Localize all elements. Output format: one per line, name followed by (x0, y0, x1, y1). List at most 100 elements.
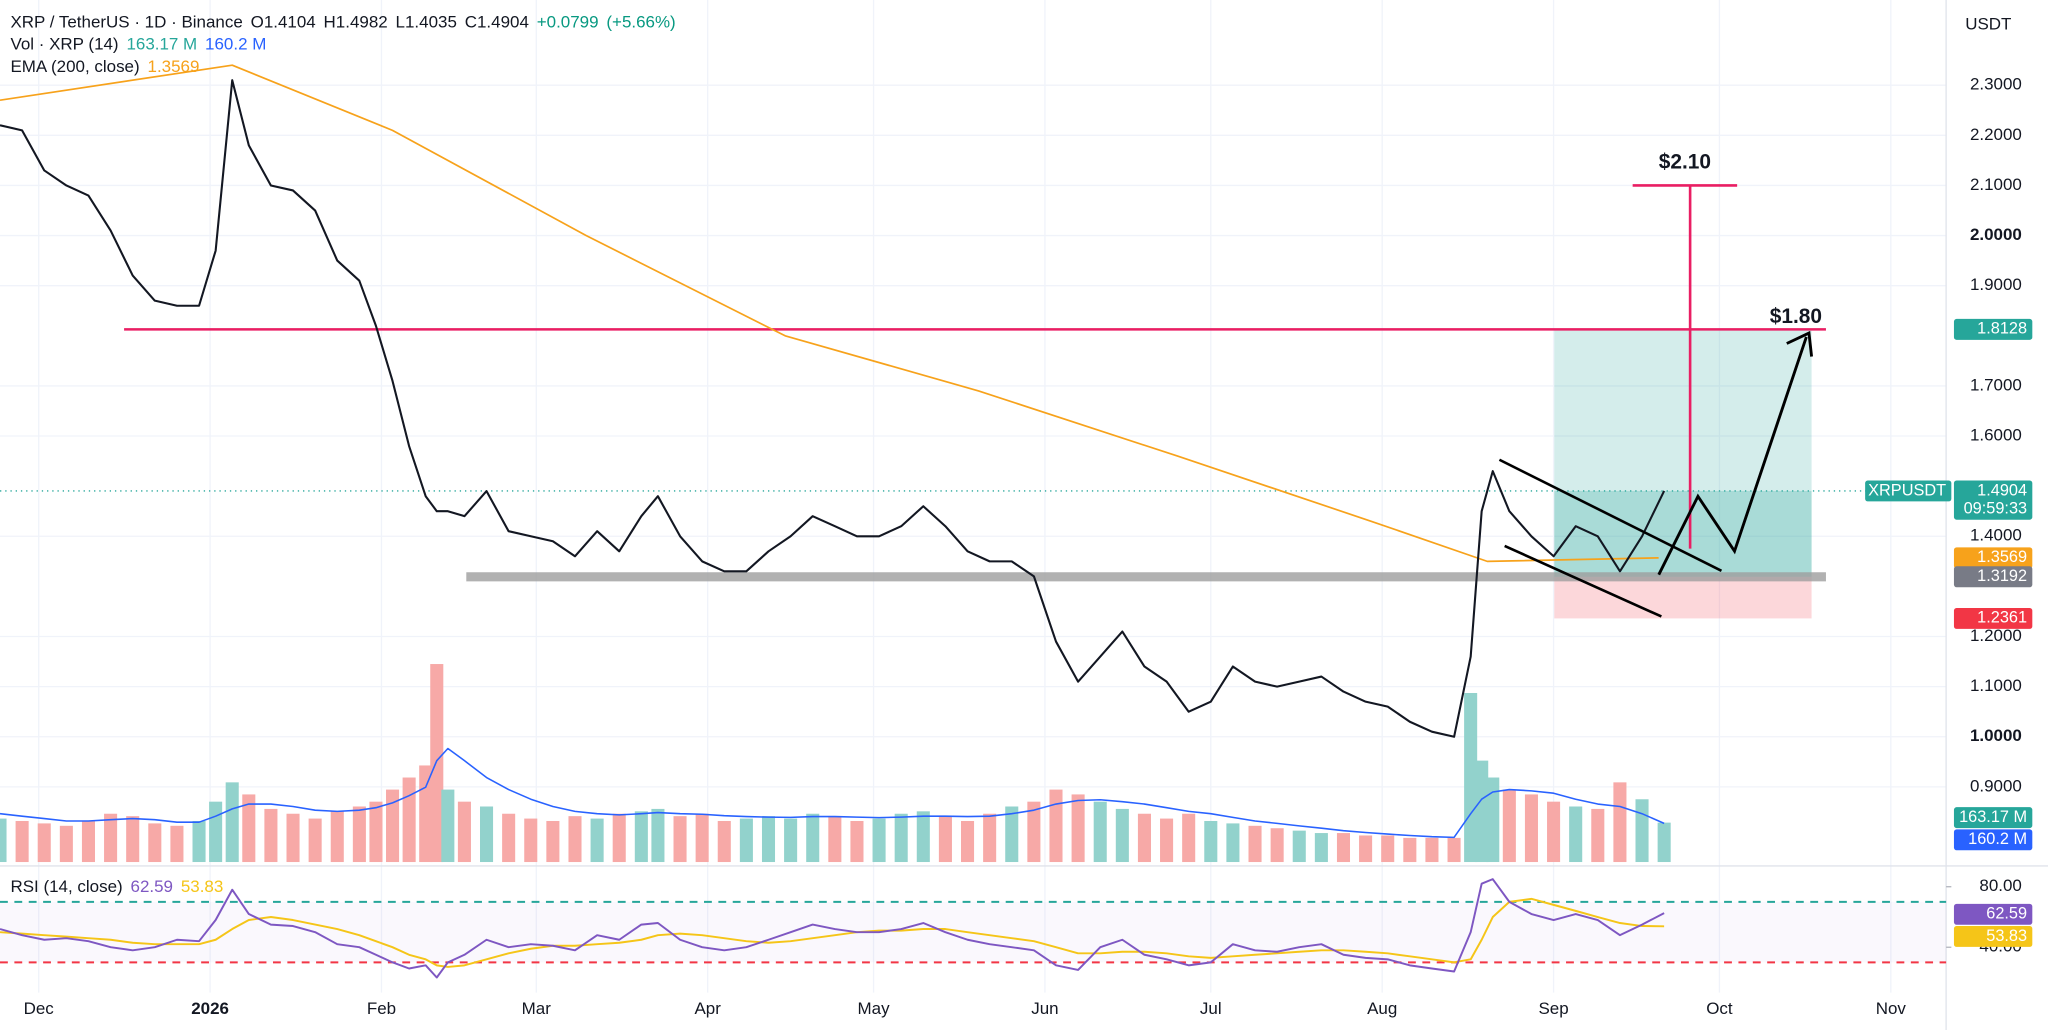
volume-bar (673, 816, 687, 863)
legend-ohlc: (+5.66%) (606, 13, 675, 32)
volume-bar (1071, 794, 1085, 863)
volume-bar (1502, 789, 1516, 863)
y-tick-label: 0.9000 (1970, 776, 2022, 795)
volume-bar (1336, 833, 1351, 863)
volume-bar (894, 813, 908, 863)
volume-bar (0, 818, 7, 863)
volume-bar (104, 813, 118, 863)
resistance-tag-bg (1953, 318, 2033, 340)
x-tick-label: Nov (1876, 999, 1907, 1018)
volume-bar (1093, 801, 1107, 863)
volume-bar (1248, 825, 1262, 863)
volume-bar (1524, 794, 1538, 863)
volume-bar (457, 801, 471, 863)
volume-bar (1182, 813, 1196, 863)
volume-bar (850, 820, 864, 863)
y-tick-label: 2.1000 (1970, 175, 2022, 194)
volume-bar (761, 816, 776, 863)
volume-bar (170, 825, 184, 863)
volume-bar (37, 823, 51, 863)
volume-bar (441, 789, 455, 863)
ema-line (0, 64, 1659, 563)
legend-title: XRP / TetherUS · 1D · Binance (10, 13, 242, 32)
volume-bar (1381, 835, 1395, 863)
volume-bar (784, 818, 798, 863)
legend-ohlc: L1.4035 (396, 13, 457, 32)
volume-bar (1635, 799, 1649, 863)
channel-line (1504, 544, 1662, 618)
volume-bar (242, 794, 256, 863)
x-tick-label: Mar (522, 999, 552, 1018)
volume-bar (81, 820, 95, 863)
target-label: $1.80 (1770, 305, 1822, 328)
legend-ema-value: 1.3569 (148, 57, 200, 76)
volume-bar (634, 811, 648, 863)
rsi-ma-tag-bg (1953, 926, 2033, 947)
y-tick-label: 1.9000 (1970, 275, 2022, 294)
volume-bar (1137, 813, 1151, 863)
volume-bar (1447, 837, 1461, 863)
legend-ohlc: O1.4104 (251, 13, 316, 32)
volume-ma-tag-bg (1953, 829, 2033, 851)
volume-bar (983, 813, 997, 863)
volume-bar (1314, 833, 1328, 863)
ema-tag: 1.3569 (1977, 548, 2027, 566)
volume-bar (739, 818, 753, 863)
volume-bar (938, 816, 952, 863)
volume-bar (126, 816, 140, 863)
volume-ma-tag: 160.2 M (1968, 830, 2027, 848)
volume-bar (1591, 808, 1605, 863)
volume-bar (430, 664, 444, 863)
volume-bar (1359, 835, 1373, 863)
y-tick-label: 2.3000 (1970, 75, 2022, 94)
legend-row: XRP / TetherUS · 1D · Binance O1.4104 H1.4… (10, 13, 675, 32)
x-tick-label: May (858, 999, 891, 1018)
y-tick-label: 1.0000 (1970, 726, 2022, 745)
support-tag: 1.3192 (1977, 567, 2027, 585)
x-tick-label: Dec (24, 999, 55, 1018)
channel-line (1498, 458, 1723, 572)
volume-bar (872, 818, 886, 863)
y-tick-label: 1.1000 (1970, 676, 2022, 695)
x-tick-label: Jun (1031, 999, 1058, 1018)
legend-volume-ma: 160.2 M (205, 35, 266, 54)
rsi-ma-tag: 53.83 (1986, 927, 2027, 945)
rsi-tick-label: 80.00 (1979, 876, 2021, 895)
legend-row: RSI (14, close) 62.59 53.83 (10, 878, 223, 897)
legend-row: EMA (200, close) 1.3569 (10, 57, 199, 76)
legend-rsi-value: 62.59 (131, 878, 173, 897)
volume-bar (568, 816, 582, 863)
volume-bar (1547, 801, 1561, 863)
resistance-tag: 1.8128 (1977, 320, 2027, 338)
position-open-profit (1554, 490, 1812, 577)
volume-bar (1270, 828, 1284, 863)
x-tick-label: Jul (1200, 999, 1222, 1018)
volume-bar (590, 818, 604, 863)
volume-bar (961, 820, 975, 863)
legend-ohlc: C1.4904 (465, 13, 529, 32)
legend-rsi: RSI (14, close) (10, 878, 122, 897)
stop-tag: 1.2361 (1977, 609, 2027, 627)
volume-bar (59, 825, 73, 863)
volume-bar (1403, 837, 1417, 863)
volume-bar (1425, 837, 1439, 863)
rsi-tag-bg (1953, 903, 2033, 925)
volume-bar (225, 782, 239, 863)
target-label: $2.10 (1659, 151, 1711, 174)
countdown: 09:59:33 (1964, 500, 2028, 518)
legend-rsi-ma: 53.83 (181, 878, 223, 897)
y-tick-label: 1.2000 (1970, 626, 2022, 645)
legend-ohlc: +0.0799 (537, 13, 599, 32)
volume-bar (717, 820, 731, 863)
position-stop-zone (1554, 576, 1812, 619)
volume-bar (1292, 830, 1306, 863)
volume-bar (524, 818, 538, 863)
rsi-tag: 62.59 (1986, 905, 2027, 923)
volume-bar (1027, 801, 1041, 863)
arrow-head (1786, 330, 1814, 357)
support-tag-bg (1953, 566, 2033, 588)
volume-bar (1115, 808, 1129, 863)
projection-arrow (1657, 336, 1808, 576)
